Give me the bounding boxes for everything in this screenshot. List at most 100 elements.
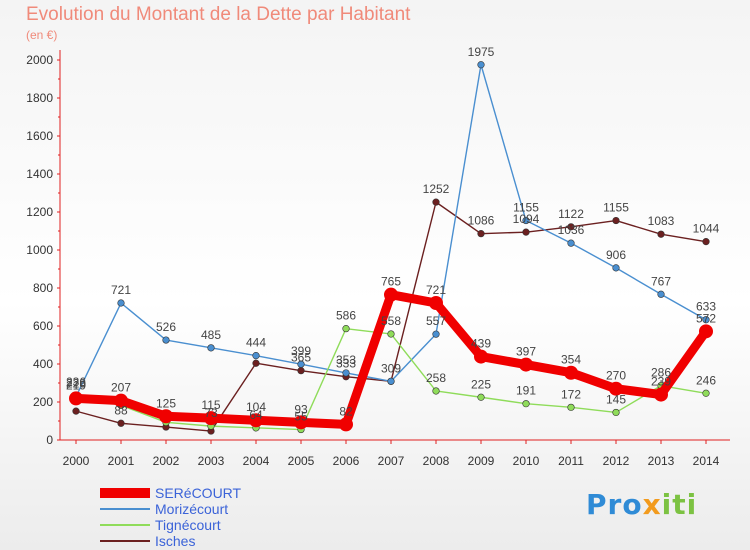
y-tick-label: 200: [33, 395, 53, 409]
data-label-isches: 1083: [648, 214, 675, 228]
data-label-tign-court: 258: [426, 371, 446, 385]
data-point-moriz-court: [612, 264, 620, 272]
data-point-moriz-court: [297, 360, 305, 368]
data-point-moriz-court: [702, 316, 710, 324]
data-label-isches: 333: [336, 357, 356, 371]
legend-label-serecourt: SERéCOURT: [155, 485, 242, 501]
data-point-tign-court: [342, 325, 350, 333]
data-label-tign-court: 55: [294, 410, 308, 424]
data-label-tign-court: 225: [471, 377, 491, 391]
data-label-tign-court: 586: [336, 309, 356, 323]
series-line-moriz-court: [75, 64, 707, 398]
data-label-ser-court: 270: [606, 369, 626, 383]
data-point-ser-court: [564, 365, 578, 380]
x-tick-label: 2011: [558, 454, 584, 468]
x-tick-label: 2003: [198, 454, 225, 468]
data-label-isches: 1252: [423, 182, 450, 196]
x-tick-label: 2000: [63, 454, 90, 468]
data-point-isches: [702, 238, 710, 246]
legend-label-morizecourt: Morizécourt: [155, 501, 229, 517]
data-point-isches: [72, 407, 80, 415]
data-point-ser-court: [474, 349, 488, 364]
data-label-moriz-court: 633: [696, 300, 716, 314]
data-label-tign-court: 73: [204, 406, 218, 420]
data-point-isches: [297, 367, 305, 375]
data-label-isches: 1155: [603, 201, 629, 215]
data-point-moriz-court: [207, 344, 215, 352]
chart-axes: 0 200 400 600 800 1000 1200 1400 1600 1800 2000 200…: [26, 50, 730, 468]
data-point-ser-court: [654, 387, 668, 402]
data-point-ser-court: [294, 415, 308, 430]
data-label-isches: 309: [381, 361, 401, 375]
data-point-isches: [477, 230, 485, 238]
data-label-moriz-court: 228: [66, 377, 86, 391]
data-label-ser-court: 239: [651, 375, 671, 389]
y-tick-label: 400: [33, 357, 53, 371]
data-label-ser-court: 207: [111, 381, 131, 395]
data-label-ser-court: 93: [294, 402, 308, 416]
data-label-moriz-court: 444: [246, 336, 266, 350]
data-label-moriz-court: 1036: [558, 223, 585, 237]
data-point-tign-court: [432, 387, 440, 395]
data-label-ser-court: 82: [339, 404, 353, 418]
data-label-tign-court: 145: [606, 392, 626, 406]
data-label-tign-court: 64: [249, 408, 263, 422]
data-point-ser-court: [609, 381, 623, 396]
data-point-isches: [567, 223, 575, 231]
legend-swatch-tignecourt: [100, 524, 150, 526]
data-point-ser-court: [159, 409, 173, 424]
data-label-moriz-court: 721: [111, 283, 131, 297]
y-tick-label: 0: [46, 433, 53, 447]
x-tick-label: 2001: [108, 454, 135, 468]
data-label-isches: 1086: [468, 214, 495, 228]
x-tick-label: 2005: [288, 454, 315, 468]
y-tick-label: 1600: [26, 129, 53, 143]
data-point-tign-court: [387, 330, 395, 338]
data-label-isches: 1044: [693, 222, 720, 236]
data-point-isches: [657, 230, 665, 238]
y-tick-label: 800: [33, 281, 53, 295]
data-point-moriz-court: [387, 377, 395, 385]
x-tick-label: 2012: [603, 454, 630, 468]
x-tick-label: 2006: [333, 454, 360, 468]
chart-series: [69, 61, 713, 435]
y-tick-label: 1000: [26, 243, 53, 257]
data-label-ser-court: 125: [156, 396, 176, 410]
data-label-moriz-court: 1975: [468, 45, 495, 59]
data-point-ser-court: [339, 417, 353, 432]
data-label-moriz-court: 485: [201, 328, 221, 342]
data-label-ser-court: 439: [471, 337, 491, 351]
x-tick-label: 2007: [378, 454, 405, 468]
data-label-tign-court: 236: [66, 375, 86, 389]
data-label-tign-court: 172: [561, 387, 581, 401]
data-label-isches: 88: [114, 403, 128, 417]
data-point-ser-court: [519, 357, 533, 372]
legend-swatch-isches: [100, 540, 150, 542]
x-tick-label: 2008: [423, 454, 450, 468]
logo-part-2: x: [642, 488, 662, 521]
y-tick-label: 600: [33, 319, 53, 333]
data-label-ser-court: 721: [426, 283, 446, 297]
legend-label-tignecourt: Tignécourt: [155, 517, 221, 533]
chart-title: Evolution du Montant de la Dette par Hab…: [26, 4, 411, 25]
data-point-tign-court: [522, 400, 530, 408]
x-tick-label: 2009: [468, 454, 495, 468]
data-label-tign-court: 246: [696, 373, 716, 387]
data-label-ser-court: 115: [201, 398, 220, 412]
y-tick-label: 2000: [26, 53, 53, 67]
data-label-ser-court: 765: [381, 275, 401, 289]
data-label-ser-court: 397: [516, 345, 536, 359]
data-point-isches: [522, 228, 530, 236]
data-point-tign-court: [702, 389, 710, 397]
logo-part-1: Pro: [586, 488, 643, 521]
data-label-moriz-court: 526: [156, 320, 176, 334]
data-point-tign-court: [567, 403, 575, 411]
data-point-moriz-court: [342, 369, 350, 377]
data-point-ser-court: [249, 413, 263, 428]
data-label-isches: 365: [291, 351, 311, 365]
data-point-isches: [612, 216, 620, 225]
data-point-ser-court: [69, 391, 83, 406]
logo-part-3: iti: [661, 488, 698, 521]
x-tick-label: 2013: [648, 454, 675, 468]
